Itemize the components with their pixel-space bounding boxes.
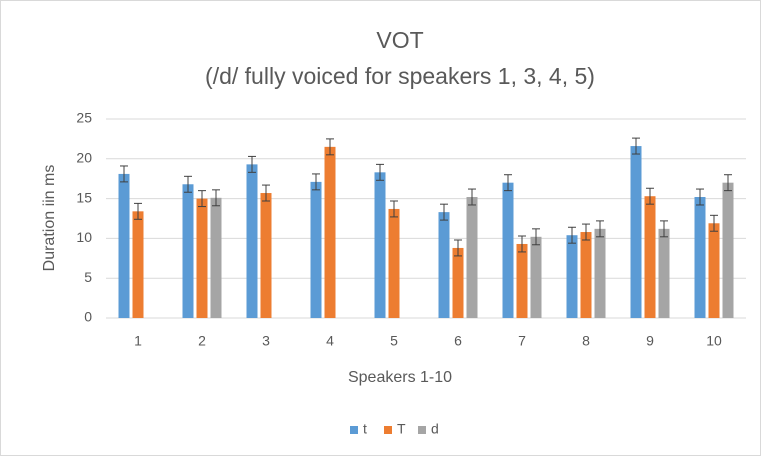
error-bar	[248, 155, 256, 173]
bar	[530, 236, 542, 318]
error-bar	[134, 202, 142, 220]
y-axis-label: Duration iin ms	[41, 165, 58, 272]
bar	[722, 182, 734, 318]
error-bar	[518, 235, 526, 253]
x-tick-label: 10	[706, 333, 722, 349]
bar	[466, 197, 478, 318]
bar	[132, 211, 144, 318]
error-bar	[582, 223, 590, 241]
bar	[246, 164, 258, 318]
legend-label: d	[431, 421, 439, 437]
y-tick-label: 25	[76, 110, 92, 126]
error-bar	[632, 137, 640, 155]
error-bar	[646, 187, 654, 205]
x-tick-label: 3	[262, 333, 270, 349]
x-tick-label: 8	[582, 333, 590, 349]
x-axis-label: Speakers 1-10	[348, 369, 452, 386]
error-bar	[120, 165, 128, 183]
bar	[260, 193, 272, 318]
bar	[452, 247, 464, 318]
error-bar	[504, 174, 512, 192]
bar	[594, 228, 606, 318]
bar	[310, 181, 322, 318]
legend-swatch	[350, 426, 358, 434]
bar	[210, 197, 222, 318]
error-bar	[198, 190, 206, 208]
bar	[374, 172, 386, 318]
bar	[324, 146, 336, 318]
x-tick-label: 6	[454, 333, 462, 349]
bar	[580, 232, 592, 318]
error-bar	[326, 138, 334, 156]
error-bar	[262, 184, 270, 202]
x-tick-label: 9	[646, 333, 654, 349]
bar	[388, 208, 400, 318]
y-tick-label: 0	[84, 309, 92, 325]
error-bar	[710, 214, 718, 232]
legend-label: T	[397, 421, 406, 437]
legend-label: t	[363, 421, 367, 437]
y-tick-label: 20	[76, 150, 92, 166]
bar	[196, 198, 208, 318]
bar	[708, 223, 720, 318]
bar	[658, 228, 670, 318]
error-bar	[568, 226, 576, 244]
y-tick-label: 15	[76, 189, 92, 205]
y-tick-label: 5	[84, 269, 92, 285]
x-tick-label: 5	[390, 333, 398, 349]
x-tick-label: 7	[518, 333, 526, 349]
bar	[502, 182, 514, 318]
bar	[516, 243, 528, 318]
error-bar	[468, 188, 476, 206]
bar	[644, 196, 656, 318]
bar	[182, 184, 194, 318]
x-tick-label: 4	[326, 333, 334, 349]
chart-title: VOT	[376, 27, 423, 53]
legend-swatch	[384, 426, 392, 434]
error-bar	[376, 163, 384, 181]
bar	[566, 235, 578, 318]
error-bar	[696, 188, 704, 206]
error-bar	[660, 220, 668, 238]
bar	[118, 173, 130, 318]
error-bar	[724, 174, 732, 192]
error-bar	[532, 228, 540, 246]
y-tick-label: 10	[76, 229, 92, 245]
error-bar	[390, 200, 398, 218]
error-bar	[312, 173, 320, 191]
bar	[630, 146, 642, 318]
legend-swatch	[418, 426, 426, 434]
error-bar	[596, 220, 604, 238]
bar	[438, 212, 450, 318]
error-bar	[212, 189, 220, 207]
error-bar	[184, 175, 192, 193]
bar	[694, 197, 706, 318]
x-tick-label: 1	[134, 333, 142, 349]
chart-subtitle: (/d/ fully voiced for speakers 1, 3, 4, …	[205, 63, 595, 89]
error-bar	[440, 203, 448, 221]
error-bar	[454, 239, 462, 257]
x-tick-label: 2	[198, 333, 206, 349]
